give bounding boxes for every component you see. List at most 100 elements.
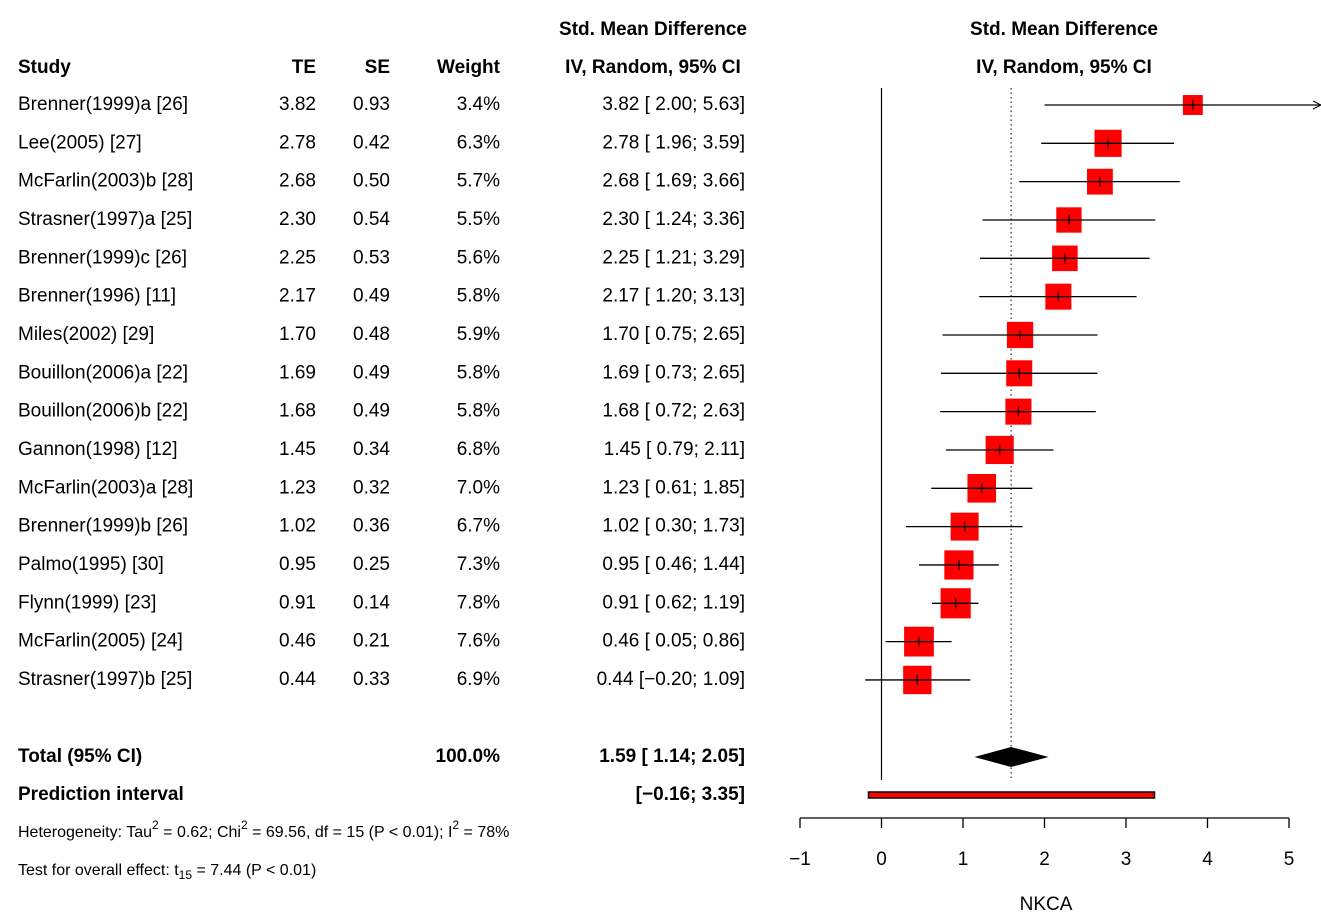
text-part: = 69.56, df = 15 (P < 0.01); I	[248, 824, 453, 841]
study-name: McFarlin(2003)b [28]	[18, 171, 193, 192]
ci-arrow	[1312, 100, 1321, 110]
te-value: 0.95	[279, 554, 316, 575]
ci-value: 2.30 [ 1.24; 3.36]	[602, 209, 745, 230]
te-value: 1.23	[279, 477, 316, 498]
ci-value: 0.95 [ 0.46; 1.44]	[602, 554, 745, 575]
se-value: 0.14	[353, 592, 390, 613]
te-value: 1.70	[279, 324, 316, 345]
ci-value: 1.45 [ 0.79; 2.11]	[604, 439, 745, 460]
weight-value: 6.7%	[457, 516, 500, 537]
ci-value: 0.44 [−0.20; 1.09]	[597, 669, 745, 690]
study-name: Strasner(1997)a [25]	[18, 209, 192, 230]
text-part: Heterogeneity: Tau	[18, 824, 152, 841]
x-tick-label: 5	[1284, 849, 1295, 870]
x-tick-label: 3	[1121, 849, 1132, 870]
header: Study	[18, 57, 71, 78]
ci-value: 1.02 [ 0.30; 1.73]	[602, 516, 745, 537]
prediction-bar	[867, 791, 1156, 799]
x-axis-label: NKCA	[1020, 894, 1073, 915]
weight-value: 5.5%	[457, 209, 500, 230]
te-value: 2.30	[279, 209, 316, 230]
total-ci: 1.59 [ 1.14; 2.05]	[599, 746, 745, 767]
weight-value: 5.6%	[457, 247, 500, 268]
te-value: 2.68	[279, 171, 316, 192]
text-part: 2	[241, 818, 248, 832]
te-value: 0.46	[279, 631, 316, 652]
study-name: Bouillon(2006)a [22]	[18, 362, 188, 383]
weight-value: 5.7%	[457, 171, 500, 192]
header: Weight	[437, 57, 501, 78]
se-value: 0.49	[353, 362, 390, 383]
header: Std. Mean Difference	[970, 19, 1158, 40]
weight-value: 7.6%	[457, 631, 500, 652]
study-name: Brenner(1996) [11]	[18, 286, 176, 307]
total-label: Total (95% CI)	[18, 746, 142, 767]
weight-value: 7.8%	[457, 592, 500, 613]
heterogeneity: Heterogeneity: Tau2 = 0.62; Chi2 = 69.56…	[18, 818, 509, 841]
te-value: 1.02	[279, 516, 316, 537]
se-value: 0.49	[353, 286, 390, 307]
se-value: 0.50	[353, 171, 390, 192]
x-tick-label: 4	[1202, 849, 1213, 870]
te-value: 1.68	[279, 401, 316, 422]
study-name: Palmo(1995) [30]	[18, 554, 164, 575]
x-tick-label: 2	[1039, 849, 1050, 870]
ci-value: 0.91 [ 0.62; 1.19]	[602, 592, 745, 613]
text-part: Test for overall effect: t	[18, 862, 179, 879]
ci-value: 1.23 [ 0.61; 1.85]	[602, 477, 745, 498]
summary-diamond	[974, 747, 1049, 767]
weight-value: 5.8%	[457, 286, 500, 307]
x-tick-label: 0	[876, 849, 887, 870]
text-part: = 78%	[459, 824, 509, 841]
total-weight: 100.0%	[436, 746, 501, 767]
ci-value: 2.25 [ 1.21; 3.29]	[602, 247, 745, 268]
x-tick-label: 1	[958, 849, 969, 870]
weight-value: 3.4%	[457, 94, 500, 115]
header: Std. Mean Difference	[559, 19, 747, 40]
study-name: Lee(2005) [27]	[18, 132, 142, 153]
ci-value: 0.46 [ 0.05; 0.86]	[602, 631, 745, 652]
study-name: McFarlin(2005) [24]	[18, 631, 183, 652]
se-value: 0.36	[353, 516, 390, 537]
weight-value: 7.3%	[457, 554, 500, 575]
ci-value: 3.82 [ 2.00; 5.63]	[602, 94, 745, 115]
weight-value: 5.8%	[457, 401, 500, 422]
weight-value: 6.9%	[457, 669, 500, 690]
te-value: 0.91	[279, 592, 316, 613]
header: IV, Random, 95% CI	[565, 57, 741, 78]
se-value: 0.93	[353, 94, 390, 115]
text-part: 15	[179, 868, 193, 882]
study-name: Bouillon(2006)b [22]	[18, 401, 188, 422]
te-value: 2.17	[279, 286, 316, 307]
se-value: 0.32	[353, 477, 390, 498]
weight-value: 6.8%	[457, 439, 500, 460]
weight-value: 6.3%	[457, 132, 500, 153]
weight-value: 5.8%	[457, 362, 500, 383]
header: SE	[365, 57, 390, 78]
se-value: 0.25	[353, 554, 390, 575]
te-value: 2.78	[279, 132, 316, 153]
study-name: Brenner(1999)a [26]	[18, 94, 188, 115]
se-value: 0.54	[353, 209, 390, 230]
text-part: 2	[452, 818, 459, 832]
se-value: 0.42	[353, 132, 390, 153]
text-part: 2	[152, 818, 159, 832]
x-tick-label: −1	[789, 849, 811, 870]
se-value: 0.49	[353, 401, 390, 422]
study-name: McFarlin(2003)a [28]	[18, 477, 193, 498]
te-value: 0.44	[279, 669, 316, 690]
prediction-label: Prediction interval	[18, 784, 184, 805]
se-value: 0.33	[353, 669, 390, 690]
te-value: 2.25	[279, 247, 316, 268]
ci-value: 1.68 [ 0.72; 2.63]	[602, 401, 745, 422]
te-value: 1.45	[279, 439, 316, 460]
overall-effect: Test for overall effect: t15 = 7.44 (P <…	[18, 862, 316, 882]
te-value: 1.69	[279, 362, 316, 383]
study-name: Gannon(1998) [12]	[18, 439, 178, 460]
se-value: 0.53	[353, 247, 390, 268]
se-value: 0.34	[353, 439, 390, 460]
text-part: = 0.62; Chi	[159, 824, 241, 841]
te-value: 3.82	[279, 94, 316, 115]
prediction-ci: [−0.16; 3.35]	[636, 784, 745, 805]
